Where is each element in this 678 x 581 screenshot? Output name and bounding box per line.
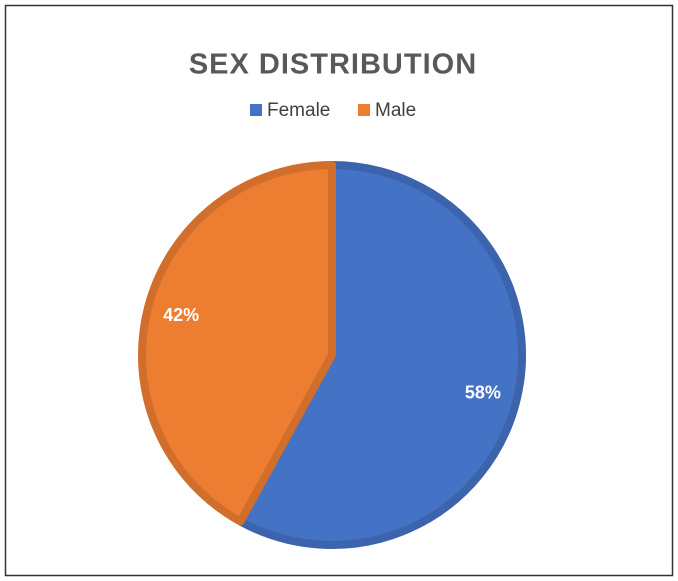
data-label: 42% (163, 305, 199, 325)
pie-slice (236, 161, 526, 549)
legend-label: Female (267, 100, 330, 121)
data-label: 58% (465, 382, 501, 402)
pie-slice (138, 161, 336, 526)
legend-label: Male (375, 100, 416, 121)
chart-title: SEX DISTRIBUTION (189, 49, 477, 81)
legend-swatch (358, 104, 370, 116)
legend-swatch (250, 104, 262, 116)
